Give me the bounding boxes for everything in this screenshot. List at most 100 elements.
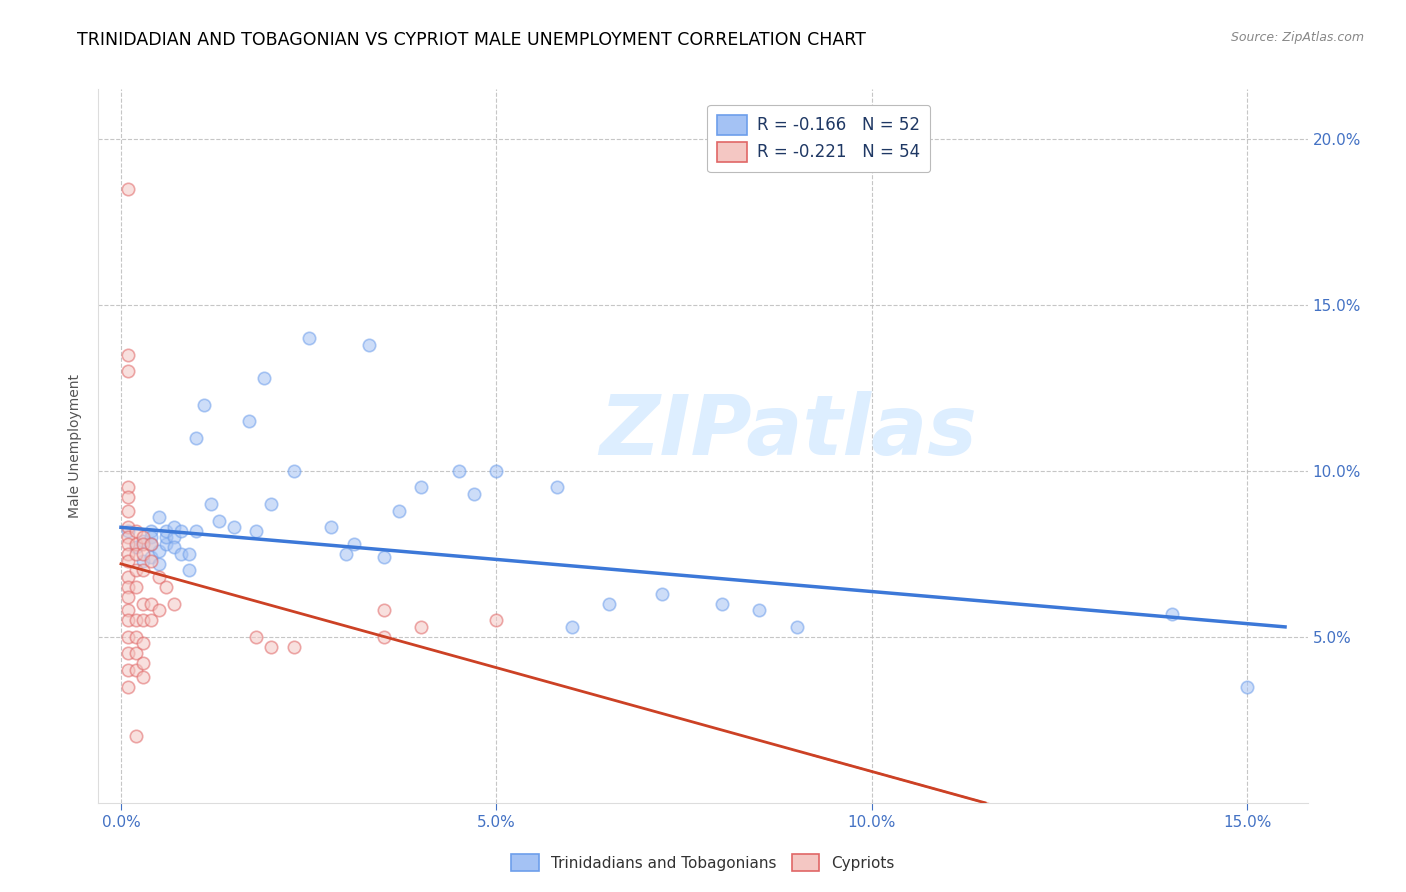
Point (155, 524, 177, 538)
Point (117, 603, 139, 617)
Point (388, 504, 411, 518)
Point (139, 530, 162, 544)
Point (125, 564, 148, 578)
Point (598, 597, 620, 611)
Point (148, 543, 170, 558)
Point (1161, 607, 1184, 621)
Legend: Trinidadians and Tobagonians, Cypriots: Trinidadians and Tobagonians, Cypriots (505, 848, 901, 877)
Point (125, 730, 148, 744)
Point (117, 491, 139, 505)
Point (139, 550, 162, 565)
Point (117, 348, 139, 362)
Point (177, 564, 200, 578)
Point (298, 331, 321, 345)
Point (117, 364, 139, 378)
Legend: R = -0.166   N = 52, R = -0.221   N = 54: R = -0.166 N = 52, R = -0.221 N = 54 (707, 104, 931, 172)
Point (132, 530, 155, 544)
Point (155, 580, 177, 594)
Point (177, 547, 200, 561)
Point (283, 640, 305, 654)
Point (125, 647, 148, 661)
Point (1236, 680, 1258, 694)
Point (207, 514, 229, 528)
Point (117, 520, 139, 534)
Point (139, 597, 162, 611)
Point (238, 414, 260, 428)
Point (125, 547, 148, 561)
Point (184, 431, 207, 445)
Point (193, 397, 215, 411)
Point (132, 657, 155, 671)
Point (200, 497, 222, 511)
Point (447, 464, 470, 478)
Point (184, 524, 207, 538)
Point (485, 613, 508, 627)
Point (260, 640, 283, 654)
Point (125, 580, 148, 594)
Point (321, 520, 343, 534)
Point (117, 580, 139, 594)
Point (162, 530, 184, 544)
Point (786, 620, 808, 634)
Point (125, 540, 148, 554)
Text: Source: ZipAtlas.com: Source: ZipAtlas.com (1230, 31, 1364, 45)
Point (245, 524, 267, 538)
Point (132, 613, 155, 627)
Point (139, 613, 162, 627)
Point (373, 603, 395, 617)
Point (117, 530, 139, 544)
Point (170, 547, 193, 561)
Point (162, 597, 184, 611)
Point (125, 663, 148, 677)
Point (170, 524, 193, 538)
Text: TRINIDADIAN AND TOBAGONIAN VS CYPRIOT MALE UNEMPLOYMENT CORRELATION CHART: TRINIDADIAN AND TOBAGONIAN VS CYPRIOT MA… (77, 31, 866, 49)
Point (117, 630, 139, 644)
Point (117, 537, 139, 551)
Point (125, 537, 148, 551)
Point (148, 557, 170, 571)
Point (373, 550, 395, 565)
Point (132, 533, 155, 548)
Point (117, 680, 139, 694)
Point (132, 537, 155, 551)
Point (485, 464, 508, 478)
Point (651, 587, 673, 601)
Point (148, 570, 170, 584)
Point (139, 537, 162, 551)
Point (132, 547, 155, 561)
Point (117, 504, 139, 518)
Point (139, 524, 162, 538)
Point (125, 524, 148, 538)
Point (748, 603, 770, 617)
Point (561, 620, 583, 634)
Point (155, 530, 177, 544)
Point (411, 620, 433, 634)
Point (162, 540, 184, 554)
Point (117, 663, 139, 677)
Point (546, 481, 568, 495)
Point (117, 481, 139, 495)
Point (117, 570, 139, 584)
Point (710, 597, 733, 611)
Point (132, 636, 155, 650)
Point (117, 613, 139, 627)
Point (139, 537, 162, 551)
Point (117, 182, 139, 196)
Point (139, 553, 162, 567)
Point (148, 603, 170, 617)
Point (117, 524, 139, 538)
Point (463, 487, 485, 501)
Point (253, 371, 276, 385)
Point (117, 590, 139, 604)
Point (148, 510, 170, 524)
Point (245, 630, 267, 644)
Point (125, 613, 148, 627)
Y-axis label: Male Unemployment: Male Unemployment (69, 374, 83, 518)
Point (155, 537, 177, 551)
Point (357, 338, 380, 352)
Point (283, 464, 305, 478)
Point (117, 547, 139, 561)
Point (343, 537, 366, 551)
Point (260, 497, 283, 511)
Point (411, 481, 433, 495)
